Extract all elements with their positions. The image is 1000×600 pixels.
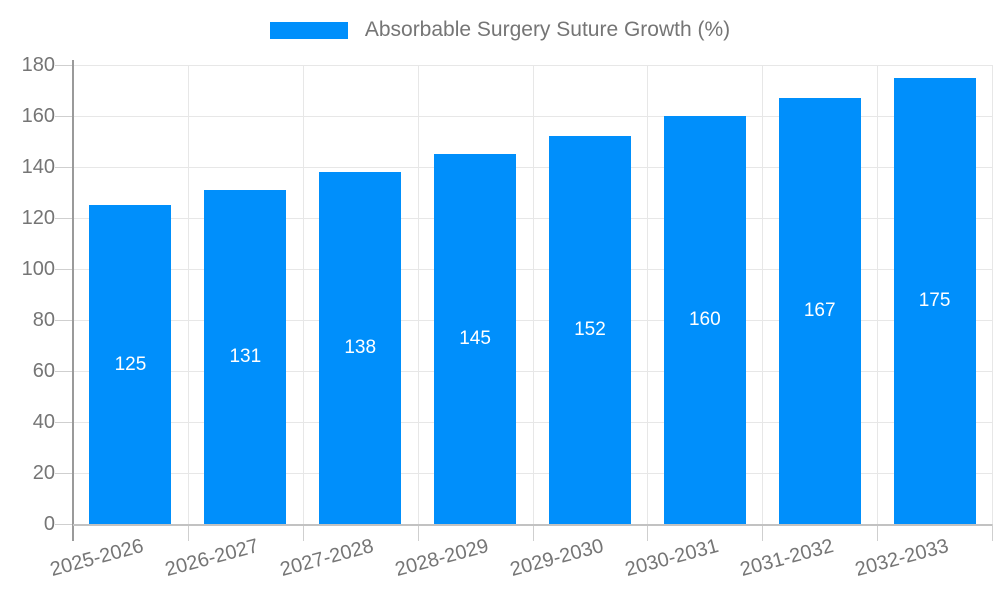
x-gridline	[187, 65, 189, 524]
x-tick	[992, 524, 993, 541]
x-gridline	[992, 65, 993, 524]
x-gridline	[647, 65, 649, 524]
y-axis-tick-label: 40	[32, 411, 55, 433]
y-tick	[55, 422, 73, 423]
y-axis-tick-label: 0	[43, 513, 55, 535]
x-gridline	[532, 65, 534, 524]
x-gridline	[302, 65, 304, 524]
y-axis-tick-label: 60	[32, 360, 55, 382]
y-tick	[55, 218, 73, 219]
y-axis-tick-label: 80	[32, 309, 55, 331]
bar	[319, 172, 402, 524]
bar	[663, 116, 746, 524]
x-gridline	[417, 65, 419, 524]
bar	[548, 136, 631, 524]
y-tick	[55, 524, 73, 525]
y-tick	[55, 65, 73, 66]
bar	[204, 189, 287, 524]
bar	[893, 77, 976, 524]
x-tick	[877, 524, 879, 541]
x-tick	[187, 524, 189, 541]
bar-value-label: 175	[918, 289, 951, 311]
y-axis-tick-label: 100	[21, 258, 55, 280]
x-gridline	[877, 65, 879, 524]
x-gridline	[762, 65, 764, 524]
x-tick	[762, 524, 764, 541]
y-axis-tick-label: 20	[32, 462, 55, 484]
x-tick	[647, 524, 649, 541]
y-tick	[55, 371, 73, 372]
legend-label: Absorbable Surgery Suture Growth (%)	[364, 18, 731, 41]
y-tick	[55, 473, 73, 474]
y-tick	[55, 116, 73, 117]
x-tick	[302, 524, 304, 541]
y-axis-tick-label: 180	[21, 54, 55, 76]
y-axis-tick-label: 160	[21, 105, 55, 127]
bar-value-label: 145	[459, 328, 491, 350]
y-tick	[55, 320, 73, 321]
bar-value-label: 160	[688, 309, 721, 330]
bar	[778, 98, 861, 524]
x-tick	[532, 524, 534, 541]
bar	[434, 154, 517, 524]
bar-value-label: 131	[229, 345, 262, 367]
bar-value-label: 125	[114, 353, 147, 375]
y-tick	[55, 167, 73, 168]
bar-value-label: 152	[574, 319, 606, 341]
x-axis-line	[73, 524, 992, 526]
bar-value-label: 167	[803, 300, 836, 322]
y-tick	[55, 269, 73, 270]
x-tick	[417, 524, 419, 541]
chart-legend: Absorbable Surgery Suture Growth (%)	[0, 18, 1000, 42]
bar	[89, 205, 172, 524]
legend-swatch	[269, 21, 348, 39]
y-axis-tick-label: 140	[21, 156, 55, 178]
y-axis-line	[72, 60, 74, 541]
y-axis-tick-label: 120	[21, 207, 55, 229]
bar-value-label: 138	[344, 337, 377, 359]
